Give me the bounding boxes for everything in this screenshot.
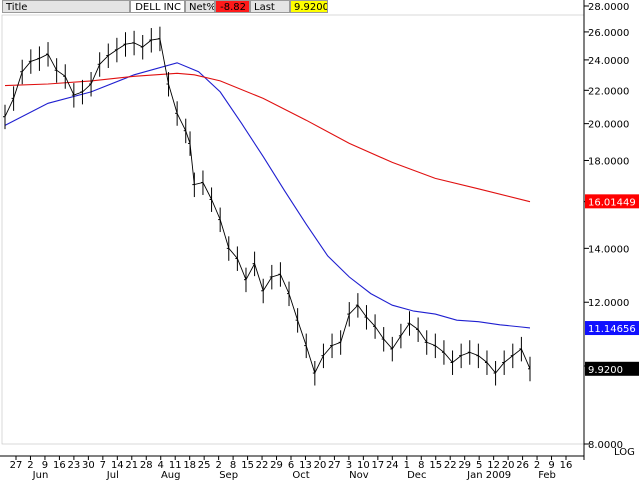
y-tick-label: 26.0000 [588,28,629,39]
value-badge-label: 9.9200 [588,365,623,376]
y-tick-label: 8.0000 [588,440,623,451]
x-month-label: Aug [161,470,181,480]
y-tick-label: 18.0000 [588,156,629,167]
x-tick-label: 12 [487,460,500,471]
x-tick-label: 2 [534,460,540,471]
net-label: Net% [185,0,215,13]
x-tick-label: 24 [386,460,399,471]
x-tick-label: 9 [42,460,48,471]
x-tick-label: 27 [328,460,341,471]
y-tick-label: 12.0000 [588,298,629,309]
x-month-label: Dec [407,470,426,480]
x-tick-label: 20 [314,460,327,471]
value-badge-blue [585,321,639,336]
series-line-moving-average-200 [4,72,531,203]
x-tick-label: 8 [418,460,424,471]
x-tick-label: 15 [429,460,442,471]
x-tick-label: 16 [53,460,66,471]
y-axis-tag: LOG [614,447,635,458]
y-tick-label: 28.0000 [588,2,629,13]
x-tick-label: 9 [548,460,554,471]
x-tick-label: 15 [241,460,254,471]
net-percent-value: -8.82 [215,0,250,13]
x-tick-label: 10 [357,460,370,471]
x-tick-label: 22 [256,460,269,471]
x-tick-label: 7 [100,460,106,471]
x-tick-label: 25 [198,460,211,471]
plot-border [1,14,585,445]
y-tick-label: 20.0000 [588,120,629,131]
y-tick-label: 24.0000 [588,56,629,67]
value-badge-black [585,361,639,376]
x-tick-label: 26 [516,460,529,471]
x-tick-label: 21 [125,460,138,471]
x-month-label: Nov [349,470,369,480]
x-tick-label: 18 [183,460,196,471]
x-tick-label: 17 [371,460,384,471]
series-line-moving-average-50 [4,62,531,329]
y-tick-label: 22.0000 [588,86,629,97]
title-label: Title [2,0,130,13]
x-month-label: Sep [219,470,238,480]
x-tick-label: 8 [230,460,236,471]
series-line-price [4,38,531,375]
last-price-value: 9.9200 [290,0,328,13]
x-tick-label: 27 [10,460,23,471]
x-tick-label: 30 [82,460,95,471]
x-month-label: Jul [106,470,119,480]
x-tick-label: 1 [404,460,410,471]
x-tick-label: 16 [560,460,573,471]
x-tick-label: 3 [346,460,352,471]
value-badge-label: 16.01449 [588,197,636,208]
x-month-label: Jun [32,470,49,480]
x-tick-label: 6 [288,460,294,471]
x-month-label: Feb [538,470,556,480]
x-tick-label: 14 [111,460,124,471]
value-badge-label: 11.14656 [588,324,636,335]
x-tick-label: 20 [502,460,515,471]
x-tick-label: 28 [140,460,153,471]
last-label: Last [250,0,290,13]
x-month-label: Oct [292,470,309,480]
x-tick-label: 29 [458,460,471,471]
x-tick-label: 11 [169,460,182,471]
x-tick-label: 4 [158,460,164,471]
value-badge-red [585,194,639,209]
x-tick-label: 2 [215,460,221,471]
x-tick-label: 23 [68,460,81,471]
x-month-label: Jan 2009 [466,470,511,480]
x-tick-label: 2 [27,460,33,471]
x-tick-label: 13 [299,460,312,471]
x-tick-label: 5 [476,460,482,471]
x-tick-label: 29 [270,460,283,471]
y-tick-label: 14.0000 [588,244,629,255]
symbol-name: DELL INC [130,0,185,13]
x-tick-label: 22 [444,460,457,471]
